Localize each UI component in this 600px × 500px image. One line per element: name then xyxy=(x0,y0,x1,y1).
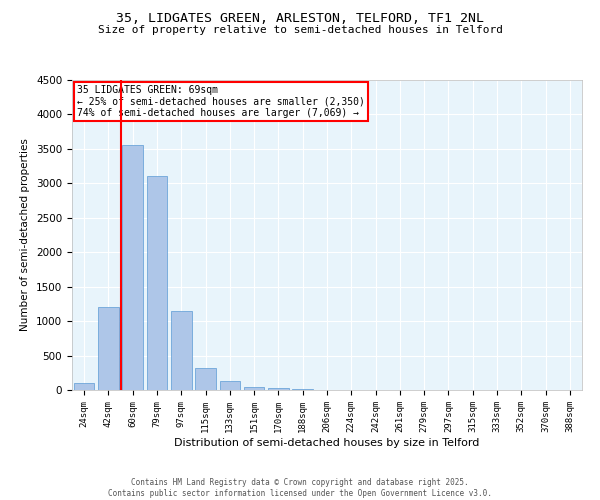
Bar xyxy=(122,146,143,390)
Bar xyxy=(268,388,289,390)
Bar xyxy=(171,311,191,390)
Bar xyxy=(220,381,240,390)
Text: 35, LIDGATES GREEN, ARLESTON, TELFORD, TF1 2NL: 35, LIDGATES GREEN, ARLESTON, TELFORD, T… xyxy=(116,12,484,26)
Bar xyxy=(98,308,119,390)
Text: 35 LIDGATES GREEN: 69sqm
← 25% of semi-detached houses are smaller (2,350)
74% o: 35 LIDGATES GREEN: 69sqm ← 25% of semi-d… xyxy=(77,84,365,118)
Bar xyxy=(244,386,265,390)
Bar xyxy=(74,383,94,390)
Y-axis label: Number of semi-detached properties: Number of semi-detached properties xyxy=(20,138,31,332)
X-axis label: Distribution of semi-detached houses by size in Telford: Distribution of semi-detached houses by … xyxy=(175,438,479,448)
Text: Size of property relative to semi-detached houses in Telford: Size of property relative to semi-detach… xyxy=(97,25,503,35)
Text: Contains HM Land Registry data © Crown copyright and database right 2025.
Contai: Contains HM Land Registry data © Crown c… xyxy=(108,478,492,498)
Bar xyxy=(195,368,216,390)
Bar xyxy=(146,176,167,390)
